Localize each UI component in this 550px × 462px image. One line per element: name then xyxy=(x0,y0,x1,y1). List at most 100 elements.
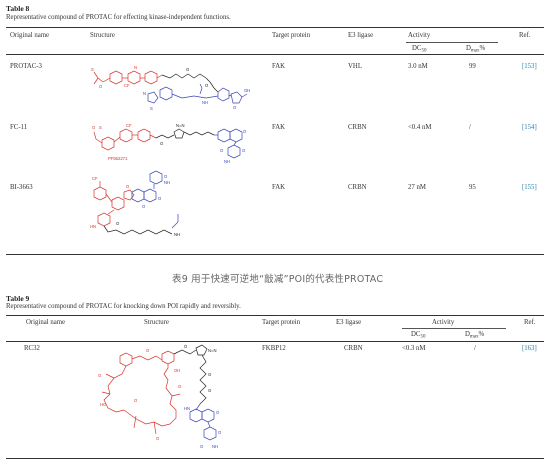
table-9-label: Table 9 xyxy=(6,294,30,303)
bi-3663-structure: CF O HN NH O O O O NH xyxy=(90,170,180,237)
svg-text:O: O xyxy=(242,148,246,153)
t9-header-bottom-rule xyxy=(6,341,544,342)
table-8-caption: Representative compound of PROTAC for ef… xyxy=(6,14,231,21)
table-9-caption: Representative compound of PROTAC for kn… xyxy=(6,303,241,310)
t8-header-original-name: Original name xyxy=(10,32,50,39)
t9-header-ref: Ref. xyxy=(524,319,536,326)
svg-text:O: O xyxy=(158,196,162,201)
t9-row1-ligase: CRBN xyxy=(344,345,363,352)
svg-text:NH: NH xyxy=(202,100,208,105)
t8-header-structure: Structure xyxy=(90,32,115,39)
t8-row2-ref-link[interactable]: [154] xyxy=(522,124,537,131)
svg-text:O: O xyxy=(160,141,164,146)
svg-text:O: O xyxy=(156,436,160,441)
chinese-table-9-caption: 表9 用于快速可逆地“敲减”POI的代表性PROTAC xyxy=(172,274,384,285)
svg-text:O: O xyxy=(184,344,188,349)
svg-text:O: O xyxy=(142,204,146,209)
t8-header-bottom-rule xyxy=(6,54,544,55)
svg-text:O: O xyxy=(218,430,222,435)
t8-header-activity: Activity xyxy=(408,32,431,39)
t9-header-original-name: Original name xyxy=(26,319,66,326)
t9-row1-dc50: <0.3 nM xyxy=(402,345,426,352)
svg-text:OH: OH xyxy=(244,88,250,93)
t8-row3-ref-link[interactable]: [155] xyxy=(522,184,537,191)
t8-row2-ligase: CRBN xyxy=(348,124,367,131)
svg-text:O: O xyxy=(116,221,120,226)
svg-text:O: O xyxy=(98,373,102,378)
t8-header-e3-ligase: E3 ligase xyxy=(348,32,374,39)
svg-text:NH: NH xyxy=(164,180,170,185)
svg-text:O: O xyxy=(134,398,138,403)
svg-text:S: S xyxy=(99,125,102,130)
t9-header-structure: Structure xyxy=(144,319,169,326)
svg-text:CF: CF xyxy=(124,83,130,88)
t8-header-target-protein: Target protein xyxy=(272,32,311,39)
svg-text:N=N: N=N xyxy=(208,348,217,353)
table-9-top-rule xyxy=(6,315,544,316)
svg-text:O: O xyxy=(178,384,182,389)
t9-header-activity: Activity xyxy=(432,319,455,326)
svg-text:HO: HO xyxy=(100,402,107,407)
svg-text:S: S xyxy=(91,67,94,72)
t8-row1-target: FAK xyxy=(272,63,286,70)
svg-text:S: S xyxy=(150,106,153,111)
svg-text:N: N xyxy=(134,65,137,70)
pf562271-tag: PF562271 xyxy=(108,156,128,161)
t8-row3-dc50: 27 nM xyxy=(408,184,426,191)
svg-text:HN: HN xyxy=(90,224,96,229)
t9-row1-name: RC32 xyxy=(24,345,40,352)
table-8-top-rule xyxy=(6,27,544,28)
t8-row2-dmax: / xyxy=(469,124,471,131)
t8-row2-target: FAK xyxy=(272,124,286,131)
svg-text:O: O xyxy=(233,105,237,110)
t8-row3-ligase: CRBN xyxy=(348,184,367,191)
svg-text:O: O xyxy=(92,125,96,130)
t8-row1-name: PROTAC-3 xyxy=(10,63,42,70)
svg-text:N: N xyxy=(143,91,146,96)
svg-text:O: O xyxy=(216,410,220,415)
svg-text:O: O xyxy=(146,348,150,353)
t8-header-dc50: DC50 xyxy=(412,45,427,54)
t8-row1-ligase: VHL xyxy=(348,63,362,70)
t9-header-dc50: DC50 xyxy=(411,331,426,340)
svg-text:O: O xyxy=(200,444,204,449)
svg-text:OH: OH xyxy=(174,368,180,373)
t9-row1-ref-link[interactable]: [163] xyxy=(522,345,537,352)
svg-text:NH: NH xyxy=(212,444,218,449)
t8-header-dmax: Dmax% xyxy=(466,45,486,54)
svg-text:O: O xyxy=(164,174,168,179)
svg-text:NH: NH xyxy=(224,159,230,164)
svg-text:O: O xyxy=(243,129,247,134)
t8-row3-name: BI-3663 xyxy=(10,184,33,191)
table-9-bottom-rule xyxy=(6,458,544,459)
t8-row3-dmax: 95 xyxy=(469,184,476,191)
svg-text:O: O xyxy=(99,84,103,89)
t8-row2-dc50: <0.4 nM xyxy=(408,124,432,131)
t9-header-dmax: Dmax% xyxy=(465,331,485,340)
t9-row1-dmax: / xyxy=(474,345,476,352)
t8-activity-rule xyxy=(406,42,498,43)
protac-3-structure: O S N CF O O S N OH NH O xyxy=(91,65,250,111)
svg-text:N=N: N=N xyxy=(176,123,185,128)
svg-text:O: O xyxy=(186,67,190,72)
t8-row1-dmax: 99 xyxy=(469,63,476,70)
fc-11-structure: O S CF PF562271 O N=N O O NH O xyxy=(92,123,247,164)
svg-text:O: O xyxy=(126,184,130,189)
t8-row2-name: FC-11 xyxy=(10,124,28,131)
svg-text:O: O xyxy=(208,388,212,393)
t8-header-ref: Ref. xyxy=(519,32,531,39)
svg-text:O: O xyxy=(205,83,209,88)
t8-row3-target: FAK xyxy=(272,184,286,191)
rc32-structure: O HO O O O O OH N=N O O O HN O O O NH xyxy=(98,344,222,449)
table-8-bottom-rule xyxy=(6,254,544,255)
t9-activity-rule xyxy=(402,328,506,329)
t8-row1-ref-link[interactable]: [153] xyxy=(522,63,537,70)
t9-header-e3-ligase: E3 ligase xyxy=(336,319,362,326)
table-8-label: Table 8 xyxy=(6,4,30,13)
svg-text:O: O xyxy=(220,148,224,153)
svg-text:O: O xyxy=(208,372,212,377)
t9-row1-target: FKBP12 xyxy=(262,345,286,352)
svg-text:CF: CF xyxy=(126,123,132,128)
svg-text:CF: CF xyxy=(92,176,98,181)
t9-header-target-protein: Target protein xyxy=(262,319,301,326)
